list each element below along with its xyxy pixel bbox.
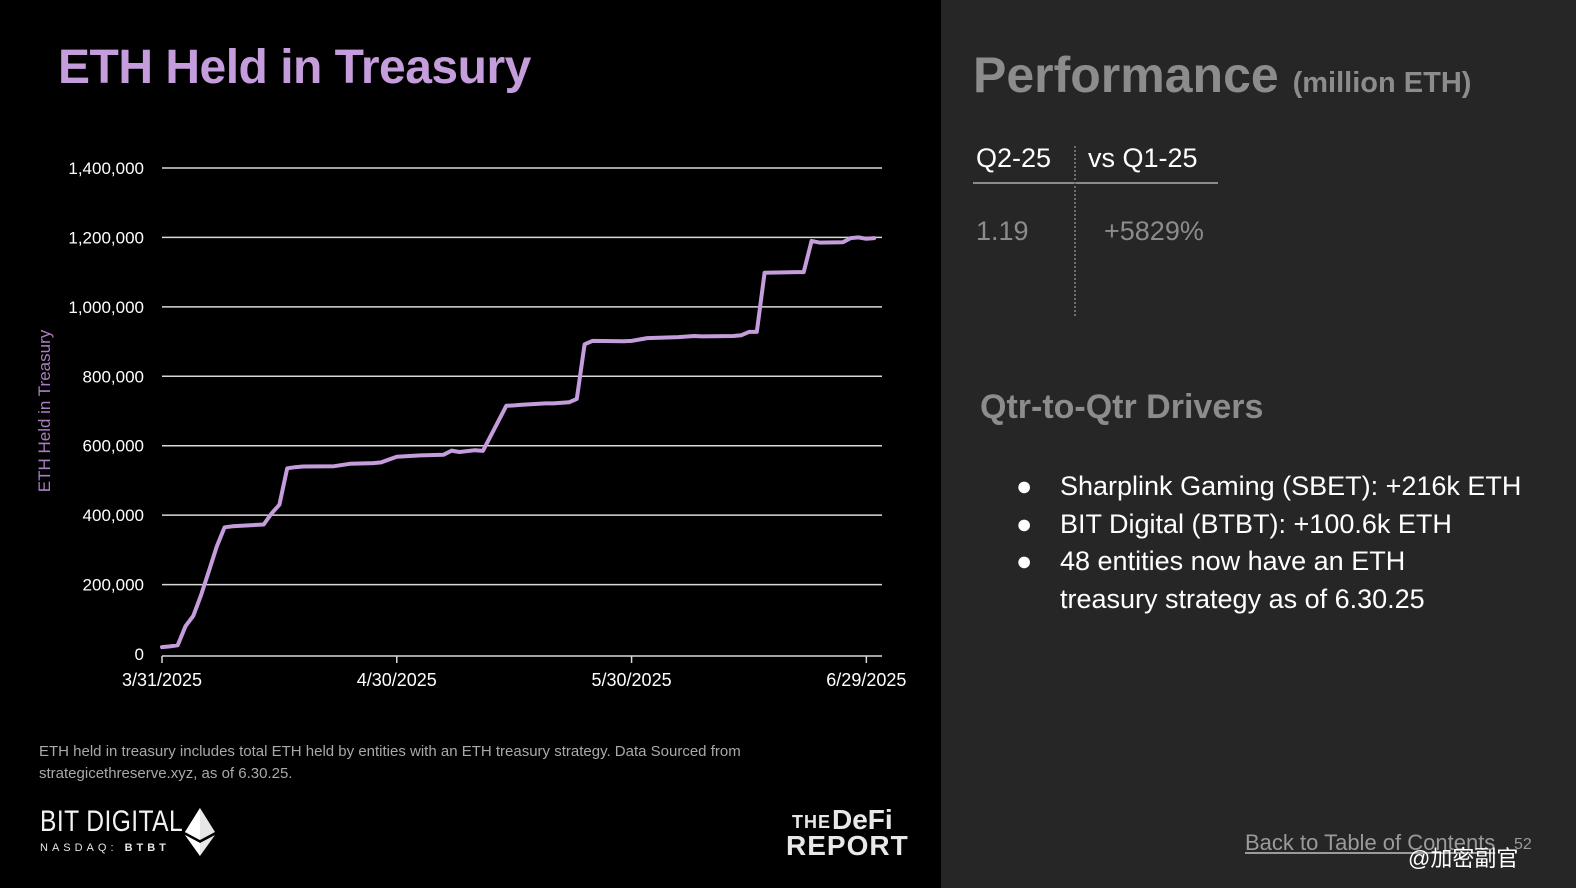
chart-title: ETH Held in Treasury <box>58 41 531 94</box>
exchange-label: NASDAQ: <box>40 842 118 854</box>
y-tick-label: 1,200,000 <box>68 228 144 247</box>
driver-item-sbet: ● Sharplink Gaming (SBET): +216k ETH <box>1016 468 1536 506</box>
driver-item-entities: ● 48 entities now have an ETH treasury s… <box>1016 543 1536 618</box>
ethereum-diamond-icon <box>185 808 215 856</box>
chart-footnote: ETH held in treasury includes total ETH … <box>39 741 819 785</box>
driver-text: 48 entities now have an ETH treasury str… <box>1060 546 1425 614</box>
watermark: @加密副官 <box>1408 846 1519 871</box>
driver-text: Sharplink Gaming (SBET): +216k ETH <box>1060 471 1522 501</box>
footnote-line-2: strategicethreserve.xyz, as of 6.30.25. <box>39 765 293 782</box>
performance-panel <box>941 0 1576 888</box>
y-tick-label: 600,000 <box>83 437 144 456</box>
drivers-list: ● Sharplink Gaming (SBET): +216k ETH ● B… <box>1016 468 1536 618</box>
defi-logo-defi: DeFi <box>832 804 893 835</box>
bullet: ● <box>1016 546 1033 576</box>
y-tick-label: 1,400,000 <box>68 159 144 178</box>
x-tick-label: 5/30/2025 <box>592 670 672 690</box>
footnote-line-1: ETH held in treasury includes total ETH … <box>39 743 741 760</box>
vs-q1-25-value: +5829% <box>1104 216 1204 246</box>
driver-item-btbt: ● BIT Digital (BTBT): +100.6k ETH <box>1016 506 1536 544</box>
y-tick-label: 200,000 <box>83 576 144 595</box>
back-to-toc-link[interactable]: Back to Table of Contents <box>1245 830 1496 855</box>
bit-digital-wordmark: BIT DIGITAL <box>40 805 184 838</box>
y-tick-label: 800,000 <box>83 367 144 386</box>
bullet: ● <box>1016 508 1033 539</box>
bullet: ● <box>1016 471 1033 501</box>
drivers-title: Qtr-to-Qtr Drivers <box>980 388 1264 426</box>
header-rule <box>973 182 1218 184</box>
x-tick-label: 4/30/2025 <box>357 670 437 690</box>
defi-logo-the: THE <box>792 812 831 832</box>
x-tick-label: 3/31/2025 <box>122 670 202 690</box>
line-chart: 0 200,000 400,000 600,000 800,000 1,000,000 1,… <box>35 159 906 690</box>
defi-report-logo: THE DeFi REPORT <box>786 804 908 861</box>
series-line <box>160 235 877 650</box>
bit-digital-ticker: NASDAQ: BTBT <box>40 842 214 854</box>
y-tick-label: 0 <box>135 645 144 664</box>
performance-unit: (million ETH) <box>1292 67 1472 99</box>
vs-q1-25-header: vs Q1-25 <box>1088 143 1198 173</box>
performance-title-text: Performance <box>973 47 1279 103</box>
driver-text: BIT Digital (BTBT): +100.6k ETH <box>1060 508 1452 539</box>
ticker-label: BTBT <box>124 842 170 854</box>
defi-logo-report: REPORT <box>786 830 909 861</box>
y-tick-label: 400,000 <box>83 506 144 525</box>
chart-panel: ETH Held in Treasury 0 200,000 400,000 600,… <box>35 41 908 861</box>
performance-title: Performance (million ETH) <box>973 46 1471 104</box>
column-separator <box>1074 146 1076 316</box>
x-tick-label: 6/29/2025 <box>826 670 906 690</box>
y-axis-label: ETH Held in Treasury <box>35 329 54 492</box>
bit-digital-logo: BIT DIGITAL NASDAQ: BTBT <box>40 805 214 855</box>
y-tick-label: 1,000,000 <box>68 298 144 317</box>
q2-25-header: Q2-25 <box>976 143 1052 173</box>
page-number: 52 <box>1514 836 1532 853</box>
q2-25-value: 1.19 <box>976 216 1029 246</box>
